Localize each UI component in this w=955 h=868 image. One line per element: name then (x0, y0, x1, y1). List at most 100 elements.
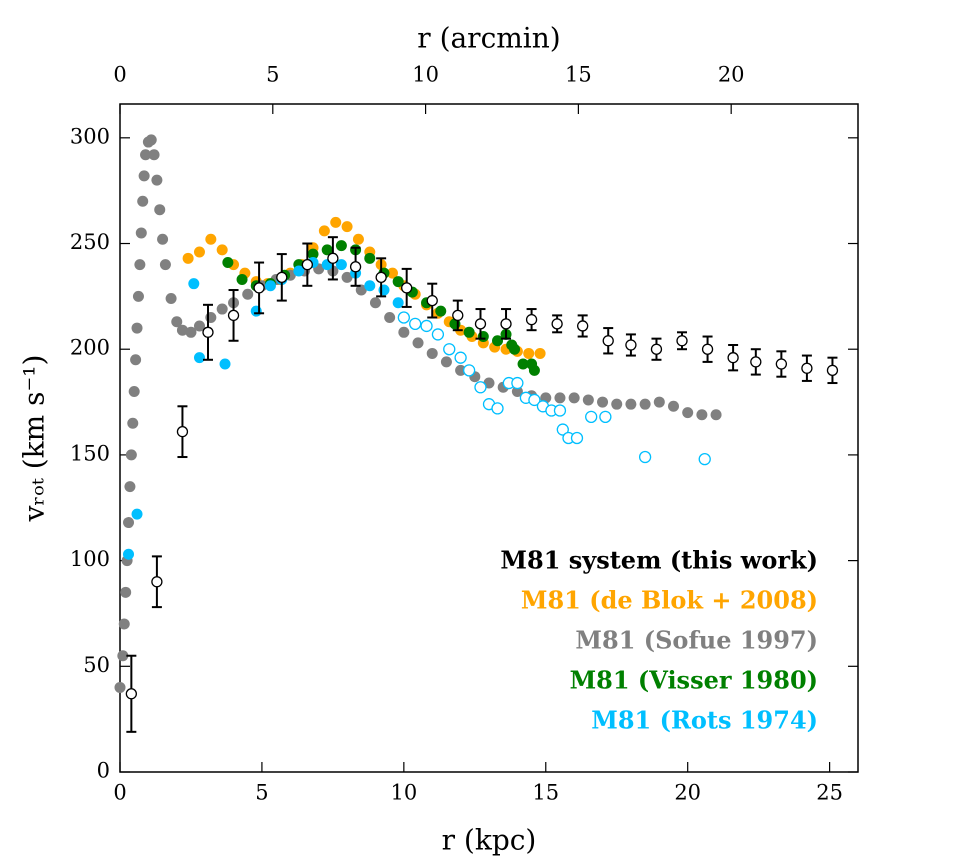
point (159, 259, 171, 271)
point (154, 204, 166, 216)
point (553, 404, 567, 417)
point (668, 400, 679, 412)
point (123, 517, 135, 529)
x-tick-label: 25 (816, 781, 843, 805)
point (114, 681, 126, 693)
point (193, 352, 205, 364)
point (570, 431, 584, 445)
point (276, 271, 288, 283)
point (412, 337, 424, 349)
x2-tick-label: 5 (266, 63, 279, 87)
y-tick-label: 300 (70, 124, 110, 148)
point (185, 326, 197, 338)
point (264, 280, 276, 292)
point (386, 267, 398, 279)
point (653, 396, 665, 408)
point (599, 410, 612, 424)
point (534, 347, 546, 359)
y-tick-label: 50 (83, 653, 110, 677)
point (138, 170, 150, 182)
point (509, 343, 521, 355)
point (151, 174, 163, 186)
x2-tick-label: 20 (718, 63, 745, 87)
point (157, 233, 169, 245)
point (137, 195, 149, 207)
point (650, 343, 663, 355)
point (710, 409, 722, 421)
point (551, 318, 563, 330)
x2-axis-label: r (arcmin) (417, 22, 560, 55)
point (369, 297, 381, 309)
point (205, 233, 217, 245)
point (492, 335, 504, 347)
point (132, 290, 144, 302)
point (148, 149, 160, 161)
point (625, 398, 637, 410)
point (364, 280, 376, 292)
point (727, 352, 739, 364)
y-tick-label: 100 (70, 547, 110, 571)
point (375, 271, 387, 283)
legend-entry: M81 (Rots 1974) (591, 706, 818, 735)
point (176, 426, 189, 438)
y-tick-label: 150 (70, 441, 110, 465)
point (242, 288, 254, 300)
point (321, 244, 333, 256)
point (602, 335, 614, 347)
point (253, 282, 265, 294)
point (517, 358, 529, 370)
point (222, 257, 234, 269)
point (585, 410, 598, 424)
point (293, 265, 305, 277)
point (193, 246, 205, 258)
point (341, 271, 353, 283)
point (554, 392, 566, 404)
point (826, 364, 839, 377)
point (124, 481, 136, 493)
point (682, 407, 694, 419)
point (639, 398, 651, 410)
point (216, 303, 228, 315)
point (165, 292, 177, 304)
point (477, 331, 489, 343)
x-tick-label: 5 (255, 781, 268, 805)
point (202, 326, 214, 338)
point (611, 398, 623, 410)
point (227, 309, 240, 322)
point (219, 358, 231, 370)
y-tick-label: 250 (70, 230, 110, 254)
point (378, 284, 390, 296)
point (335, 259, 347, 271)
point (698, 452, 711, 466)
point (577, 320, 589, 332)
point (443, 343, 456, 356)
point (145, 134, 157, 146)
point (696, 409, 708, 421)
point (775, 358, 788, 370)
point (409, 317, 422, 330)
point (131, 322, 143, 334)
point (463, 326, 475, 338)
point (625, 339, 637, 351)
point (352, 233, 364, 245)
point (511, 385, 523, 397)
point (130, 354, 142, 366)
legend-entry: M81 (de Blok + 2008) (521, 586, 818, 615)
point (426, 294, 438, 307)
point (676, 335, 688, 347)
point (236, 273, 248, 285)
point (420, 319, 433, 333)
point (597, 396, 609, 408)
x-tick-label: 0 (113, 781, 126, 805)
point (525, 313, 538, 326)
legend-entry: M81 system (this work) (500, 546, 818, 575)
point (307, 248, 319, 260)
legend-entry: M81 (Visser 1980) (570, 666, 818, 695)
point (392, 297, 404, 309)
x-tick-label: 20 (674, 781, 701, 805)
point (330, 216, 342, 228)
point (120, 586, 132, 598)
point (327, 252, 339, 264)
point (455, 364, 467, 376)
y-tick-label: 200 (70, 336, 110, 360)
